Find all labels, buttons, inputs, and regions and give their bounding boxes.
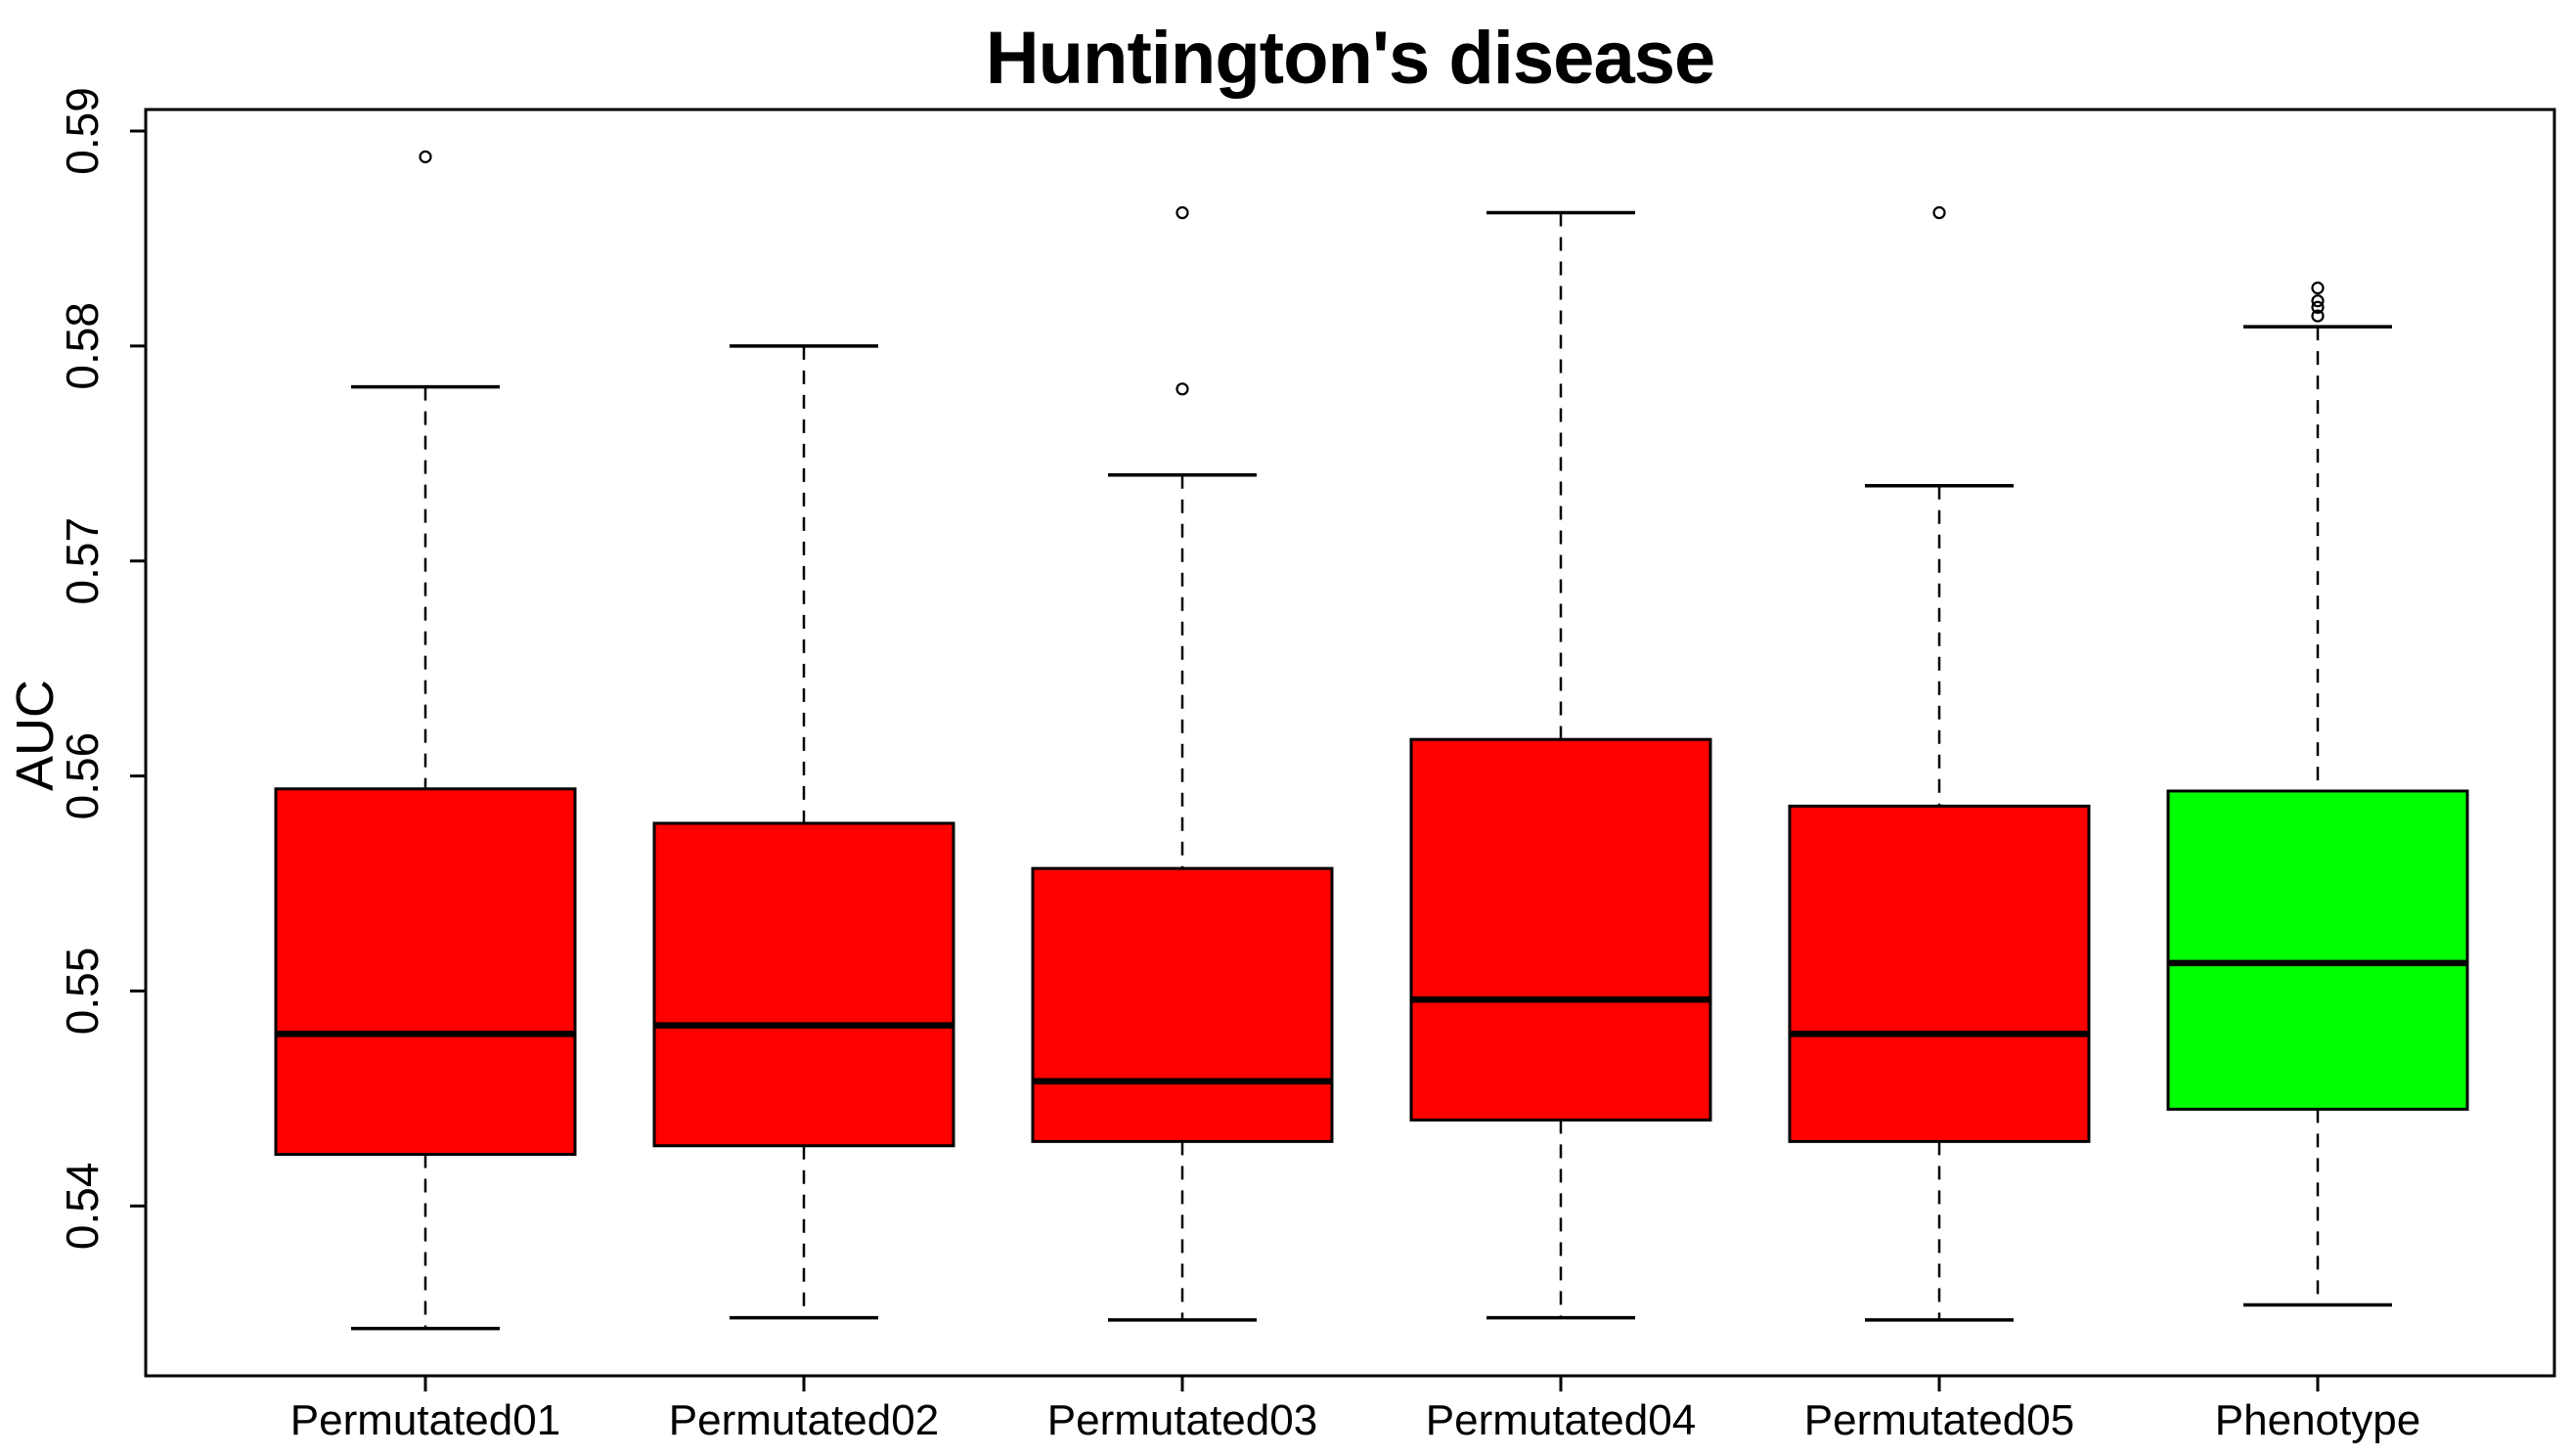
plot-border bbox=[144, 108, 2556, 1378]
chart-title: Huntington's disease bbox=[985, 17, 1716, 100]
y-axis-tick-label: 0.59 bbox=[57, 87, 108, 175]
y-axis-tick-label: 0.57 bbox=[57, 517, 108, 605]
outlier-point bbox=[419, 150, 432, 163]
y-axis-tick-label: 0.58 bbox=[57, 302, 108, 390]
box-permutated01 bbox=[274, 787, 577, 1157]
outlier-point bbox=[2311, 300, 2325, 314]
outlier-point bbox=[1175, 382, 1189, 396]
outlier-point bbox=[2311, 294, 2325, 308]
x-axis-label: Permutated03 bbox=[1047, 1396, 1317, 1444]
y-axis-tick-label: 0.56 bbox=[57, 732, 108, 820]
box-phenotype bbox=[2166, 789, 2469, 1111]
x-axis-label: Permutated02 bbox=[669, 1396, 939, 1444]
y-axis-tick-label: 0.54 bbox=[57, 1163, 108, 1251]
box-permutated03 bbox=[1031, 866, 1334, 1143]
x-axis-label: Permutated05 bbox=[1804, 1396, 2074, 1444]
outlier-point bbox=[1932, 205, 1946, 220]
outlier-point bbox=[1175, 205, 1189, 220]
outlier-point bbox=[2311, 309, 2325, 323]
box-permutated05 bbox=[1788, 804, 2091, 1143]
x-axis-label: Permutated01 bbox=[290, 1396, 560, 1444]
x-axis-label: Phenotype bbox=[2215, 1396, 2420, 1444]
box-permutated04 bbox=[1409, 737, 1712, 1122]
box-permutated02 bbox=[652, 821, 955, 1148]
x-axis-label: Permutated04 bbox=[1426, 1396, 1696, 1444]
y-axis-tick-label: 0.55 bbox=[57, 948, 108, 1036]
outlier-point bbox=[2311, 281, 2325, 295]
